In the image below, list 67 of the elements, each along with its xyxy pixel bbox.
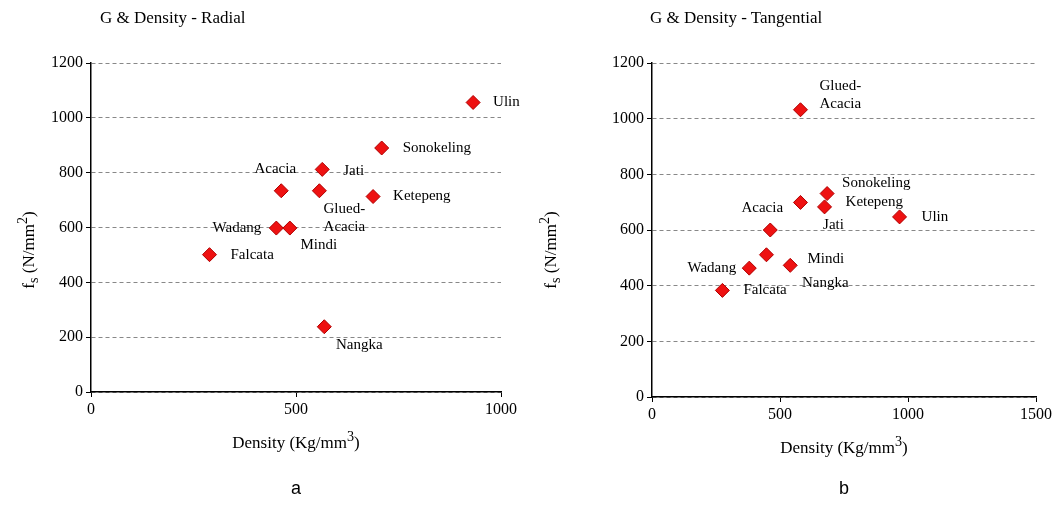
- annotation: Glued-Acacia: [323, 199, 366, 234]
- annotation: Ulin: [921, 207, 949, 224]
- point: [316, 319, 332, 335]
- x-tick-label: 1500: [1020, 404, 1052, 422]
- y-tick-label: 600: [59, 217, 83, 235]
- annotation: Sonokeling: [402, 138, 472, 155]
- x-tick-label: 500: [768, 404, 792, 422]
- annotation: Falcata: [230, 245, 275, 262]
- annotation: Acacia: [254, 159, 297, 176]
- annotation: Wadang: [687, 259, 737, 276]
- point: [817, 199, 833, 215]
- y-tick-label: 1200: [51, 53, 83, 71]
- point: [201, 247, 217, 263]
- point: [268, 220, 284, 236]
- y-tick-label: 1000: [51, 108, 83, 126]
- point: [314, 161, 330, 177]
- annotation: Nangka: [801, 274, 849, 291]
- chart-title: G & Density - Radial: [100, 8, 246, 28]
- point: [374, 140, 390, 156]
- y-tick-label: 1200: [612, 53, 644, 71]
- annotation: Ketepeng: [393, 187, 452, 204]
- annotation: Falcata: [743, 281, 788, 298]
- point: [762, 222, 778, 238]
- annotation: Jati: [823, 216, 844, 233]
- point: [792, 102, 808, 118]
- annotation: Glued-Acacia: [819, 76, 862, 111]
- point: [282, 220, 298, 236]
- text: a: [290, 478, 302, 499]
- annotation: Acacia: [741, 198, 784, 215]
- x-axis-title: Density (Kg/mm$^{3}$): [232, 428, 360, 453]
- annotation: Wadang: [212, 218, 262, 235]
- annotation: Jati: [343, 162, 365, 179]
- x-tick-label: 1000: [892, 404, 924, 422]
- annotation: Ulin: [493, 93, 521, 110]
- x-axis-title: Density (Kg/mm$^{3}$): [780, 433, 908, 458]
- point: [311, 183, 327, 199]
- annotation: Nangka: [335, 335, 383, 352]
- y-tick-label: 200: [59, 327, 83, 345]
- x-tick-label: 1000: [485, 399, 517, 417]
- point: [465, 94, 481, 110]
- point: [819, 186, 835, 202]
- annotation: Mindi: [807, 249, 845, 266]
- text: b: [838, 478, 850, 499]
- point: [365, 189, 381, 205]
- point: [792, 194, 808, 210]
- annotation: Ketepeng: [845, 192, 904, 209]
- y-tick-label: 400: [59, 272, 83, 290]
- annotation: Mindi: [300, 235, 338, 252]
- chart-title: G & Density - Tangential: [650, 8, 823, 28]
- y-tick-label: 600: [620, 220, 644, 238]
- y-tick-label: 800: [59, 162, 83, 180]
- annotation: Sonokeling: [842, 174, 911, 191]
- y-tick-label: 200: [620, 331, 644, 349]
- x-tick-label: 0: [648, 404, 656, 422]
- y-tick-label: 0: [636, 387, 644, 405]
- y-tick-label: 400: [620, 275, 644, 293]
- x-tick-label: 0: [87, 399, 95, 417]
- point: [892, 209, 908, 225]
- point: [714, 282, 730, 298]
- point: [273, 183, 289, 199]
- y-tick-label: 800: [620, 164, 644, 182]
- y-tick-label: 1000: [612, 108, 644, 126]
- point: [758, 247, 774, 263]
- x-tick-label: 500: [284, 399, 308, 417]
- point: [782, 257, 798, 273]
- y-tick-label: 0: [75, 382, 83, 400]
- point: [741, 260, 757, 276]
